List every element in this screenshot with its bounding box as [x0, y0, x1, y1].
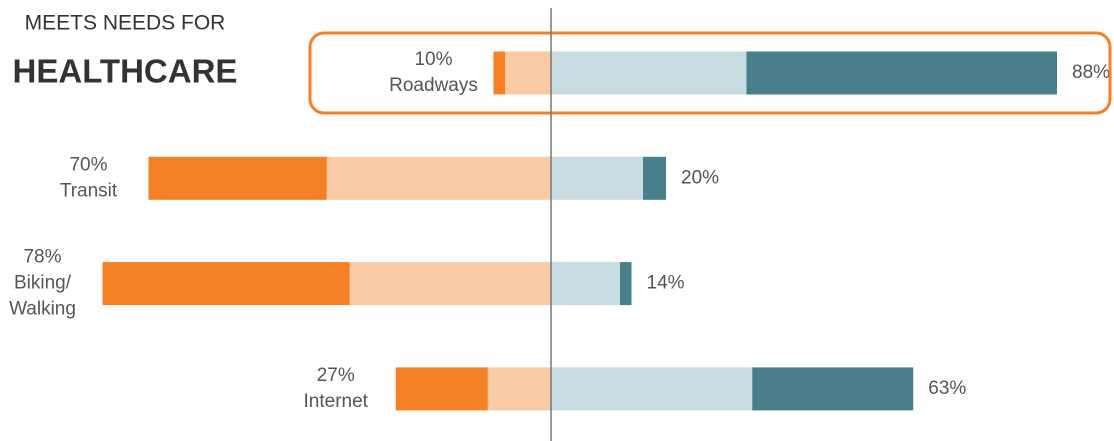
- bar-segment: [493, 51, 505, 95]
- right-total-label: 14%: [647, 273, 685, 294]
- bar-segment: [326, 156, 551, 200]
- category-label: Transit: [60, 180, 118, 201]
- category-label: Biking/: [14, 273, 72, 294]
- left-total-label: 70%: [69, 154, 107, 175]
- bar-segment: [551, 51, 747, 95]
- right-total-label: 63%: [928, 378, 966, 399]
- left-total-label: 27%: [317, 365, 355, 386]
- bar-segment: [551, 367, 753, 411]
- right-total-label: 88%: [1072, 62, 1110, 83]
- highlight-box: [308, 31, 1112, 115]
- bar-segment: [487, 367, 551, 411]
- bar-segment: [746, 51, 1057, 95]
- bar-segment: [551, 262, 620, 306]
- chart-title: MEETS NEEDS FOR: [25, 12, 226, 35]
- bar-segment: [620, 262, 632, 306]
- bar-segment: [395, 367, 488, 411]
- category-label: Walking: [9, 299, 76, 320]
- bar-segment: [102, 262, 350, 306]
- bar-segment: [752, 367, 914, 411]
- bar-segment: [643, 156, 666, 200]
- category-label: Roadways: [389, 75, 478, 96]
- chart-subtitle: HEALTHCARE: [13, 53, 238, 90]
- bar-segment: [505, 51, 551, 95]
- left-total-label: 10%: [414, 49, 452, 70]
- bar-segment: [551, 156, 643, 200]
- bar-segment: [349, 262, 551, 306]
- category-label: Internet: [304, 391, 369, 412]
- bar-segment: [148, 156, 327, 200]
- right-total-label: 20%: [681, 167, 719, 188]
- left-total-label: 78%: [23, 247, 61, 268]
